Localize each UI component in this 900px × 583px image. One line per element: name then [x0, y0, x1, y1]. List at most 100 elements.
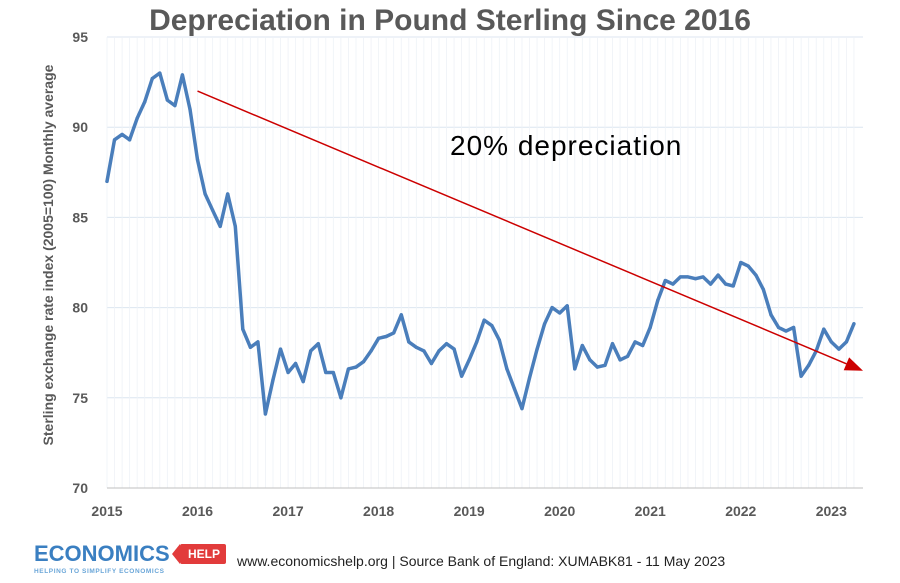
data-point	[776, 325, 781, 330]
data-point	[316, 342, 320, 346]
data-point	[663, 278, 667, 283]
data-point	[346, 367, 351, 371]
data-point	[429, 361, 434, 366]
x-tick-label-2017: 2017	[272, 503, 303, 519]
data-point	[361, 360, 366, 364]
depreciation-arrow-group	[197, 90, 863, 371]
logo-help-badge: HELP	[171, 544, 227, 564]
data-point	[278, 347, 283, 351]
data-point	[837, 347, 841, 351]
data-point	[437, 349, 441, 353]
depreciation-arrow-head	[843, 357, 863, 371]
series-layer	[105, 71, 856, 416]
data-point	[739, 260, 743, 265]
data-point	[324, 370, 328, 375]
x-tick-label-2019: 2019	[454, 503, 485, 519]
data-point	[807, 363, 811, 367]
data-point	[527, 376, 532, 380]
data-point	[271, 378, 275, 382]
data-point	[211, 208, 215, 212]
data-point	[603, 363, 607, 367]
x-axis-ticks: 2015 2016 2017 2018 2019 2020 2021 2022 2023	[91, 503, 847, 519]
x-tick-label-2021: 2021	[635, 503, 666, 519]
data-point	[203, 192, 207, 196]
chart-title: Depreciation in Pound Sterling Since 201…	[149, 4, 751, 37]
data-point	[761, 287, 766, 292]
x-tick-label-2023: 2023	[816, 503, 847, 519]
data-point	[112, 138, 117, 142]
data-point	[256, 340, 260, 344]
data-point	[407, 340, 411, 344]
data-point	[618, 358, 622, 362]
data-point	[301, 379, 305, 384]
data-point	[263, 412, 268, 416]
data-point	[331, 370, 335, 375]
depreciation-annotation: 20% depreciation	[450, 130, 683, 161]
data-point	[444, 342, 449, 346]
x-tick-label-2016: 2016	[182, 503, 213, 519]
y-tick-label-95: 95	[72, 29, 88, 45]
data-point	[678, 275, 683, 279]
data-point	[135, 116, 139, 120]
data-point	[565, 304, 569, 308]
data-point	[754, 273, 758, 277]
y-tick-label-75: 75	[72, 390, 88, 406]
data-point	[671, 282, 675, 286]
data-point	[822, 327, 826, 331]
data-point	[422, 349, 426, 353]
data-point	[573, 367, 577, 371]
gridlines	[106, 36, 863, 488]
data-point	[520, 407, 524, 411]
data-point	[625, 354, 630, 358]
data-point	[693, 277, 698, 281]
data-point	[543, 322, 547, 326]
x-tick-label-2022: 2022	[725, 503, 756, 519]
data-point	[158, 71, 162, 75]
data-point	[150, 76, 154, 81]
data-point	[218, 224, 222, 229]
data-point	[648, 325, 652, 330]
data-point	[558, 311, 562, 315]
data-point	[165, 98, 169, 102]
y-tick-label-85: 85	[72, 209, 88, 225]
data-point	[128, 138, 132, 142]
data-point	[392, 331, 396, 335]
data-point	[799, 374, 803, 378]
x-tick-label-2020: 2020	[544, 503, 575, 519]
data-point	[339, 396, 343, 400]
data-point	[248, 345, 252, 349]
data-point	[708, 282, 713, 286]
data-point	[701, 275, 705, 279]
y-tick-label-80: 80	[72, 300, 88, 316]
logo-economics-text: ECONOMICS	[34, 541, 170, 566]
data-point	[482, 318, 486, 322]
data-point	[716, 273, 720, 277]
data-point	[180, 73, 185, 77]
data-point	[377, 336, 381, 340]
data-point	[829, 340, 833, 344]
data-point	[490, 324, 494, 328]
y-axis-ticks: 70 75 80 85 90 95	[72, 29, 88, 496]
logo-tagline: HELPING TO SIMPLIFY ECONOMICS	[34, 568, 165, 575]
data-point	[188, 107, 192, 111]
data-point	[467, 358, 471, 362]
data-point	[475, 340, 479, 344]
data-point	[399, 313, 403, 317]
data-point	[610, 342, 615, 346]
data-point	[784, 329, 788, 333]
data-point	[512, 387, 517, 391]
data-point	[686, 275, 690, 279]
data-point	[505, 367, 509, 371]
data-point	[746, 264, 750, 268]
data-point	[724, 282, 728, 286]
data-point	[460, 374, 464, 378]
x-tick-label-2015: 2015	[91, 503, 122, 519]
data-point	[414, 345, 418, 349]
data-point	[535, 347, 539, 351]
data-point	[633, 340, 637, 344]
y-tick-label-70: 70	[72, 480, 88, 496]
data-point	[844, 340, 849, 344]
data-point	[354, 365, 358, 369]
economics-help-logo[interactable]: ECONOMICS HELP HELPING TO SIMPLIFY ECONO…	[34, 541, 234, 577]
